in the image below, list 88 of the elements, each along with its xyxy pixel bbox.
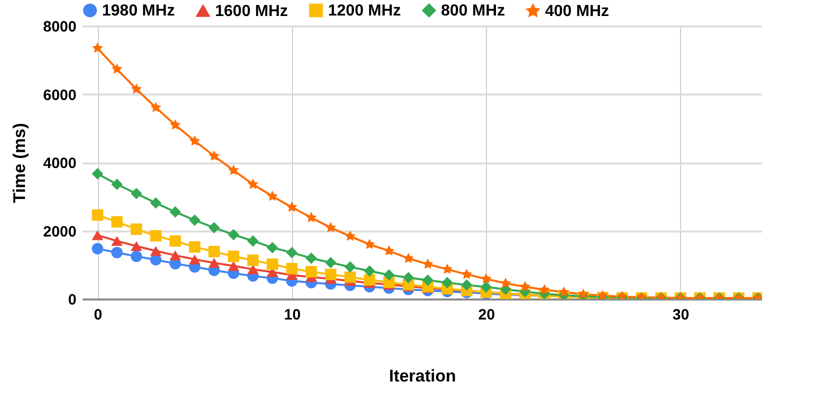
point bbox=[150, 230, 162, 242]
point bbox=[208, 222, 220, 234]
point bbox=[442, 276, 453, 288]
point bbox=[286, 246, 298, 258]
x-tick-label: 20 bbox=[478, 306, 495, 324]
point bbox=[170, 250, 181, 260]
point bbox=[130, 224, 142, 235]
point bbox=[364, 265, 376, 277]
point bbox=[188, 254, 200, 264]
point bbox=[228, 228, 240, 240]
point bbox=[248, 178, 258, 189]
point bbox=[92, 242, 104, 254]
point bbox=[170, 206, 181, 218]
point bbox=[325, 222, 336, 232]
point bbox=[150, 197, 162, 209]
point bbox=[538, 284, 550, 294]
point bbox=[364, 238, 375, 250]
point bbox=[384, 245, 394, 256]
point bbox=[324, 256, 336, 268]
point bbox=[130, 188, 142, 200]
point bbox=[266, 258, 278, 270]
point bbox=[228, 260, 240, 271]
x-tick-label: 0 bbox=[94, 306, 102, 324]
point bbox=[92, 168, 104, 180]
x-axis-title: Iteration bbox=[388, 366, 456, 386]
point bbox=[111, 236, 123, 246]
legend-label: 400 MHz bbox=[545, 3, 610, 20]
point bbox=[520, 281, 530, 292]
point bbox=[286, 202, 298, 212]
point bbox=[188, 214, 200, 226]
legend-label: 1980 MHz bbox=[102, 2, 175, 20]
point bbox=[112, 63, 122, 74]
point bbox=[500, 278, 511, 288]
point bbox=[344, 230, 356, 241]
point bbox=[558, 286, 570, 297]
point bbox=[188, 241, 200, 253]
point bbox=[402, 272, 414, 284]
y-tick-label: 8000 bbox=[43, 18, 76, 36]
point bbox=[247, 235, 259, 247]
y-tick-label: 2000 bbox=[43, 223, 76, 240]
legend-label: 1200 MHz bbox=[328, 2, 401, 20]
point bbox=[306, 252, 317, 264]
point bbox=[208, 150, 220, 161]
point bbox=[111, 246, 123, 258]
point bbox=[422, 274, 434, 286]
point bbox=[306, 266, 317, 278]
point bbox=[460, 279, 472, 291]
point bbox=[130, 250, 142, 262]
x-tick-label: 30 bbox=[672, 306, 690, 324]
point bbox=[247, 254, 259, 266]
point bbox=[442, 264, 453, 274]
y-tick-label: 6000 bbox=[43, 86, 76, 104]
point bbox=[111, 178, 123, 190]
point bbox=[228, 250, 240, 262]
point bbox=[111, 216, 123, 228]
point bbox=[306, 212, 317, 222]
point bbox=[170, 119, 181, 130]
point bbox=[461, 268, 472, 280]
point bbox=[383, 269, 395, 281]
point bbox=[130, 83, 142, 94]
point bbox=[208, 246, 220, 258]
point bbox=[266, 190, 278, 201]
legend-label: 800 MHz bbox=[441, 2, 506, 20]
point bbox=[189, 135, 200, 146]
y-tick-label: 0 bbox=[68, 292, 76, 308]
y-axis-title: Time (ms) bbox=[10, 123, 30, 203]
point bbox=[480, 273, 492, 284]
point bbox=[324, 268, 336, 280]
point bbox=[130, 241, 142, 252]
point bbox=[208, 258, 220, 268]
point bbox=[344, 261, 356, 273]
point bbox=[92, 230, 104, 240]
point bbox=[92, 209, 104, 221]
y-tick-label: 4000 bbox=[43, 155, 76, 172]
x-tick-label: 10 bbox=[284, 306, 301, 324]
legend-label: 1600 MHz bbox=[215, 2, 288, 20]
point bbox=[247, 264, 259, 274]
point bbox=[480, 281, 492, 293]
point bbox=[228, 164, 239, 175]
point bbox=[364, 274, 376, 286]
point bbox=[92, 42, 103, 53]
point bbox=[150, 102, 162, 112]
point bbox=[266, 242, 278, 254]
point bbox=[150, 246, 162, 256]
point bbox=[344, 271, 356, 283]
point bbox=[402, 252, 414, 264]
point bbox=[170, 235, 181, 247]
point bbox=[286, 262, 298, 274]
